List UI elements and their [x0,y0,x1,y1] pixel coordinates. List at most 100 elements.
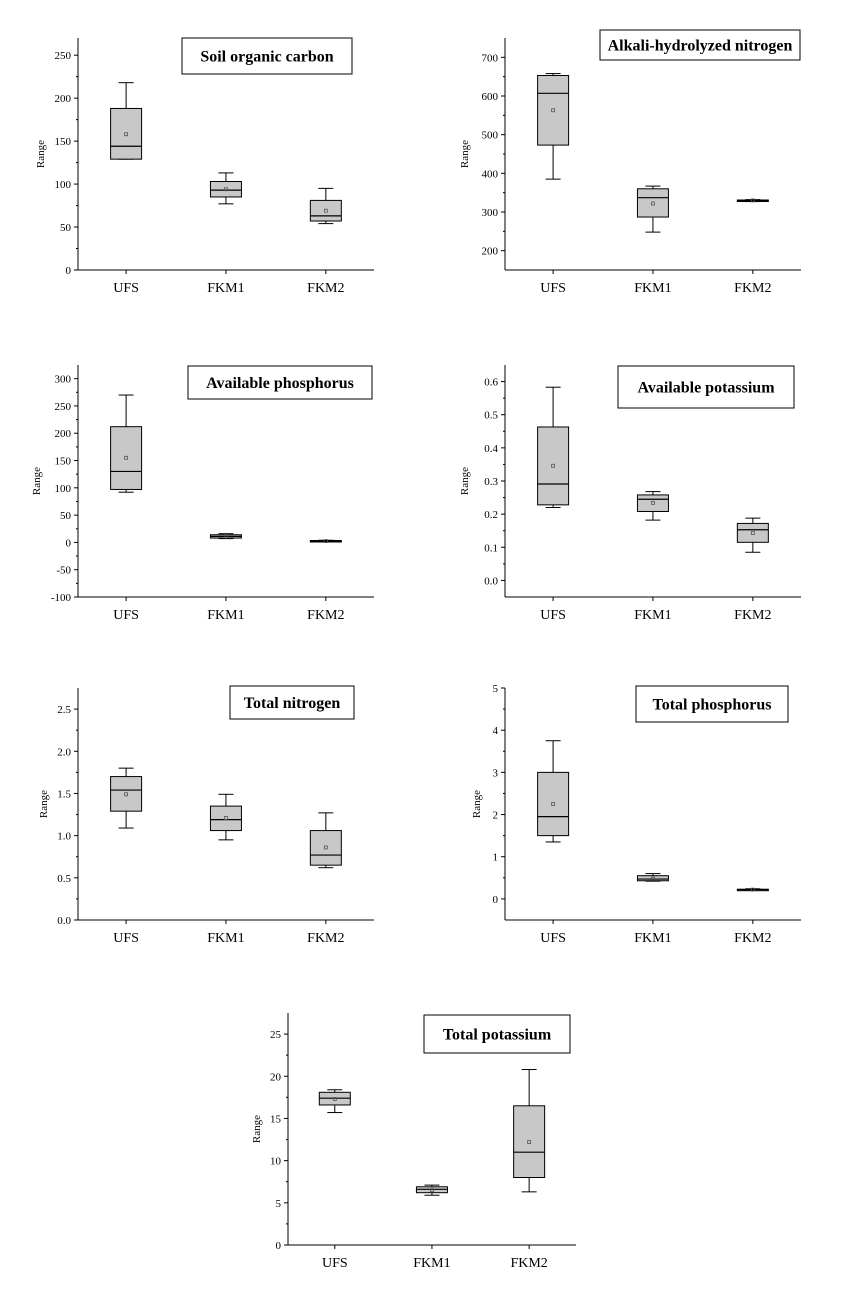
x-category-label: FKM2 [734,931,771,946]
y-tick-label: 0 [276,1240,282,1252]
y-tick-label: 20 [270,1071,282,1083]
y-tick-label: 250 [55,401,72,413]
chart-title-box [181,37,353,75]
box-mean-marker [750,887,755,892]
x-category-label: UFS [113,608,139,623]
box-mean-marker [332,1097,337,1101]
y-axis-label: Range [471,790,483,818]
y-axis-label: Range [38,790,50,818]
y-tick-label: 0.2 [484,509,498,521]
x-category-label: UFS [113,931,139,946]
y-tick-label: 700 [482,52,499,64]
box-mean-marker [750,198,755,203]
chart-title: Available potassium [637,380,775,397]
box-mean-marker [750,531,755,535]
chart-panel: 0 1 2 3 4 5 Range UFS FKM1 FKM2 Total phosphorus [471,683,801,946]
y-tick-label: -50 [56,565,71,577]
x-category-label: UFS [113,281,139,296]
y-tick-label: 0.1 [484,542,498,554]
y-tick-label: 10 [270,1156,282,1168]
y-tick-label: 400 [482,168,499,180]
x-category-label: FKM2 [307,281,344,296]
y-tick-label: 0.4 [484,443,498,455]
y-tick-label: 200 [482,246,499,258]
box-iqr [636,188,669,218]
y-tick-label: 200 [55,93,72,105]
box-iqr [209,805,242,832]
y-axis-label: Range [31,467,43,495]
y-tick-label: 0.5 [484,410,498,422]
x-category-label: FKM2 [307,931,344,946]
y-tick-label: 4 [493,725,499,737]
y-tick-label: 3 [493,767,499,779]
y-axis-label: Range [251,1115,263,1143]
y-tick-label: 0 [493,894,499,906]
y-tick-label: 0.5 [57,873,71,885]
x-category-label: UFS [322,1256,348,1271]
chart-title: Total potassium [443,1027,552,1044]
y-tick-label: 5 [493,683,499,695]
box-mean-marker [124,792,128,797]
chart-panel: -100 -50 0 50 100 150 200 250 300 Range UFS FKM1 FKM… [31,365,374,623]
y-tick-label: 2.0 [57,746,71,758]
box-iqr [537,75,570,146]
box-iqr [309,199,342,222]
y-tick-label: 0.0 [484,575,498,587]
y-tick-label: 0.6 [484,377,498,389]
box-mean-marker [224,187,228,192]
y-tick-label: 600 [482,91,499,103]
box-mean-marker [527,1140,532,1144]
y-tick-label: 250 [55,50,72,62]
box-mean-marker [651,876,655,881]
y-tick-label: 2 [493,810,499,822]
box-mean-marker [323,539,328,543]
x-category-label: FKM1 [207,281,244,296]
box-iqr [110,107,143,160]
box-mean-marker [430,1188,434,1193]
x-category-label: FKM1 [634,608,671,623]
box-iqr [110,426,143,490]
y-tick-label: 500 [482,130,499,142]
box-mean-marker [323,208,328,213]
box-mean-marker [551,463,555,468]
x-category-label: FKM1 [207,608,244,623]
y-tick-label: 2.5 [57,704,71,716]
y-tick-label: 1.0 [57,831,71,843]
y-axis-label: Range [459,140,471,168]
chart-panel: 0 50 100 150 200 250 Range UFS FKM1 FKM2 Soil orga… [35,37,374,296]
chart-title: Total phosphorus [652,697,771,714]
y-tick-label: 0.3 [484,476,498,488]
chart-title-box [229,685,355,720]
box-mean-marker [124,455,128,460]
box-mean-marker [124,132,128,137]
chart-title: Soil organic carbon [200,49,333,66]
y-tick-label: 15 [270,1113,282,1125]
box-mean-marker [323,845,328,850]
x-category-label: FKM2 [307,608,344,623]
y-tick-label: 300 [55,374,72,386]
x-category-label: UFS [540,281,566,296]
chart-panel: 200 300 400 500 600 700 Range UFS FKM1 FKM2 Alkali… [459,29,801,296]
x-category-label: UFS [540,931,566,946]
box-mean-marker [551,108,555,113]
chart-title-box [599,29,801,61]
x-category-label: UFS [540,608,566,623]
chart-title-box [187,365,373,400]
box-mean-marker [551,802,555,806]
y-tick-label: 0.0 [57,915,71,927]
y-tick-label: 25 [270,1029,282,1041]
box-iqr [513,1105,546,1179]
y-tick-label: 50 [60,510,72,522]
x-category-label: FKM2 [734,281,771,296]
box-iqr [736,522,769,543]
box-iqr [209,180,242,198]
y-tick-label: 150 [55,136,72,148]
box-mean-marker [224,534,228,539]
y-tick-label: 200 [55,428,72,440]
y-tick-label: 1.5 [57,788,71,800]
chart-title-box [423,1014,571,1054]
chart-title-box [635,685,789,723]
box-iqr [110,776,143,812]
x-category-label: FKM2 [510,1256,547,1271]
